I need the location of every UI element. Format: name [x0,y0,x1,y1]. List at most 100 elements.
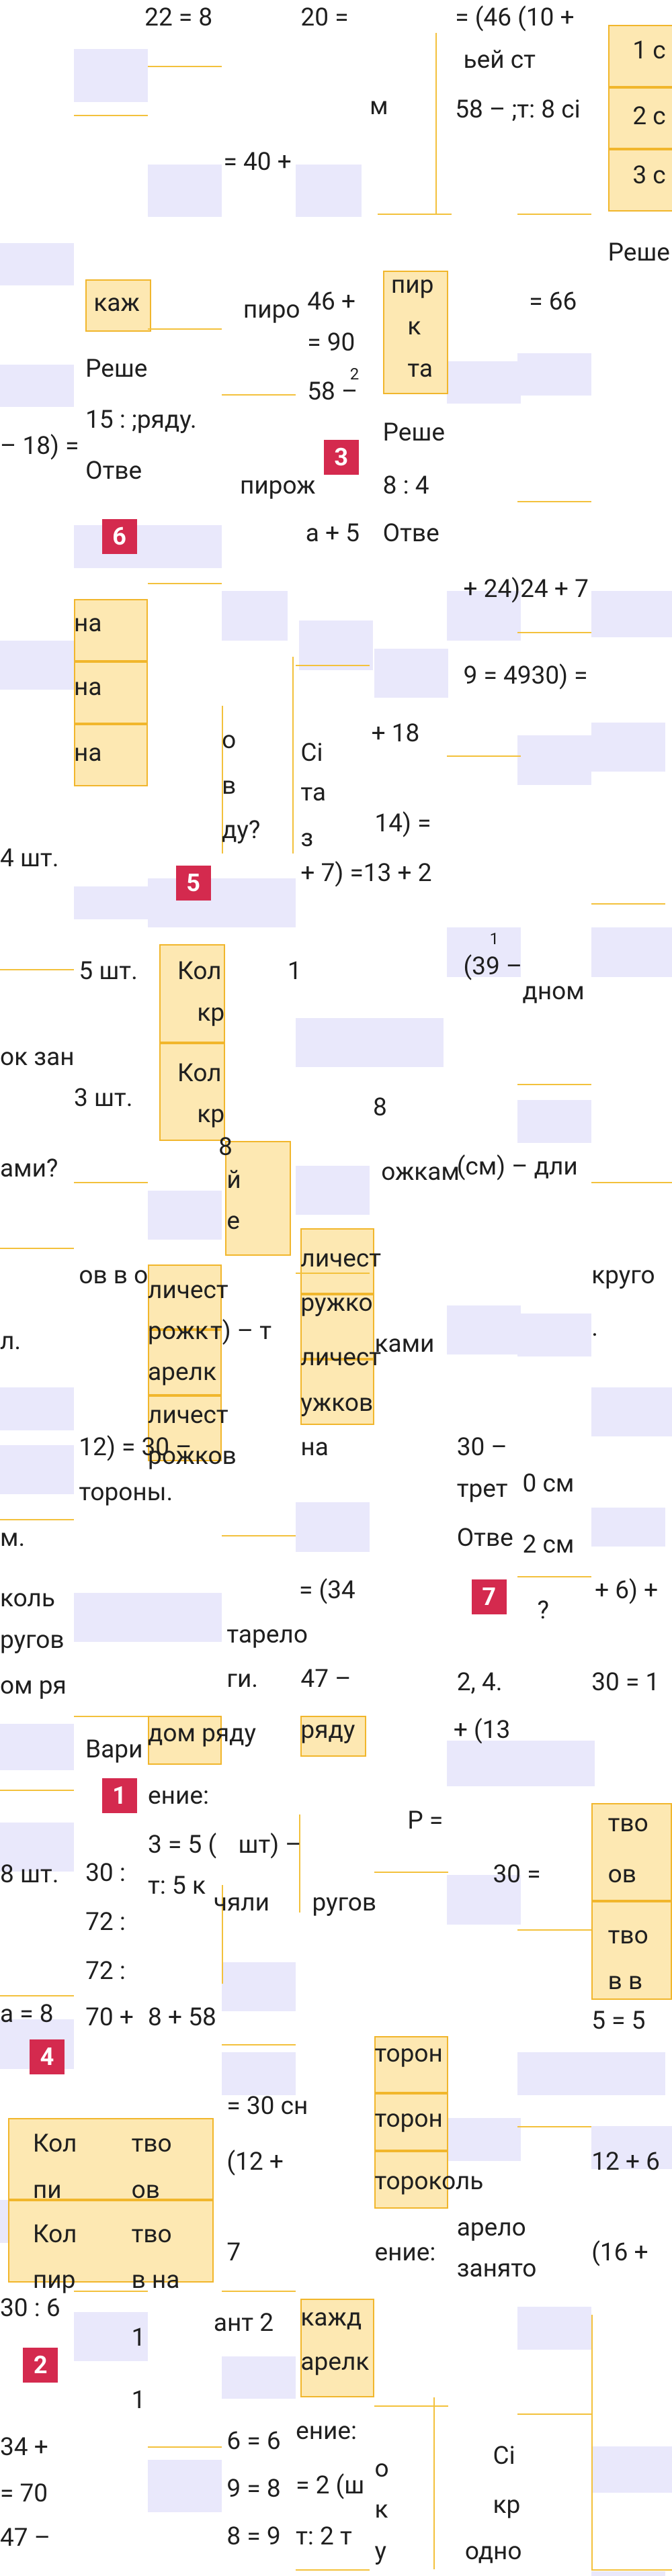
text-fragment: личест [148,1275,228,1305]
text-fragment: ок зан [0,1042,75,1072]
task-number-badge: 2 [23,2348,58,2383]
text-fragment: ругов [312,1888,377,1917]
text-fragment: ение: [374,2238,436,2267]
text-fragment: пир [32,2266,76,2295]
placeholder-block [74,525,222,568]
table-cell [148,1716,222,1765]
guide-line [378,213,452,215]
text-fragment: тороколь [374,2167,484,2197]
placeholder-block [447,927,521,977]
text-fragment: 30 = 1 [591,1668,660,1698]
guide-line [74,1182,149,1184]
text-fragment: та [300,778,327,807]
placeholder-block [517,2052,666,2095]
text-fragment: 70 + [85,2003,134,2032]
text-fragment: на [74,739,102,768]
guide-line [74,115,149,117]
placeholder-block [591,927,672,977]
placeholder-block [591,2126,672,2169]
text-fragment: Кол [177,957,222,986]
text-fragment: пирож [239,471,316,500]
text-fragment: тороны. [79,1477,173,1507]
text-fragment: Отве [85,456,142,486]
placeholder-block [0,1724,75,1770]
text-fragment: кр [197,1100,225,1130]
placeholder-block [591,1387,672,1437]
guide-line [148,582,222,584]
text-fragment: 2 [349,364,360,383]
text-fragment: (12 + [226,2148,284,2177]
text-fragment: Реше [607,238,670,267]
placeholder-block [222,2356,296,2399]
text-fragment: а + 5 [305,518,360,548]
text-fragment: 8 шт. [0,1860,59,1890]
placeholder-block [517,1314,592,1356]
table-cell [300,1228,375,1294]
guide-line [296,665,370,667]
table-cell [374,2150,449,2209]
text-fragment: + 7) =13 + 2 [300,858,432,888]
text-fragment: ьей ст [463,46,536,75]
text-fragment: 3 с [632,160,666,190]
text-fragment: Сі [300,739,323,768]
placeholder-block [447,591,521,641]
text-fragment: к [407,312,421,341]
text-fragment: ант 2 [213,2308,274,2338]
table-cell [382,271,449,394]
placeholder-block [0,242,75,286]
guide-line [296,2569,370,2571]
text-fragment: тво [131,2129,172,2159]
text-fragment: личест [300,1244,382,1274]
text-fragment: 46 + [307,287,355,316]
table-cell [374,2035,449,2094]
table-cell [591,1802,672,1902]
placeholder-block [447,361,521,404]
task-number-badge: 5 [175,865,211,901]
guide-line [148,65,222,67]
table-cell [74,599,149,662]
text-fragment: в на [131,2266,180,2295]
placeholder-block [296,1165,370,1215]
text-fragment: арело [456,2213,526,2242]
text-fragment: ение: [148,1781,209,1810]
text-fragment: 8 [218,1133,233,1162]
placeholder-block [148,164,222,217]
text-fragment: 3 шт. [74,1083,133,1113]
placeholder-block [517,2307,592,2350]
text-fragment: Кол [177,1059,222,1089]
text-fragment: круго [591,1260,655,1290]
text-fragment: тво [607,1809,648,1839]
table-cell [148,1330,222,1396]
guide-line [148,328,222,330]
text-fragment: у [374,2536,386,2566]
text-fragment: кр [197,998,225,1027]
placeholder-block [74,2311,149,2361]
guide-line [292,657,294,854]
text-fragment: арелк [148,1358,216,1387]
text-fragment: = (34 [298,1576,355,1606]
text-fragment: Р = [407,1806,444,1835]
text-fragment: ов [607,1860,636,1890]
text-fragment: Отве [456,1523,513,1553]
guide-line [517,2126,592,2128]
text-fragment: ожкам [381,1157,460,1187]
text-fragment: 1 [287,957,302,986]
text-fragment: ками [374,1330,435,1359]
placeholder-block [517,1100,592,1143]
text-fragment: Реше [382,418,445,448]
table-cell [300,1293,375,1360]
text-fragment: 47 – [300,1665,351,1694]
text-fragment: 14) = [374,809,431,839]
text-fragment: на [300,1433,329,1463]
text-fragment: на [74,609,102,639]
text-fragment: 2, 4. [456,1668,503,1698]
text-fragment: л. [0,1326,22,1356]
text-fragment: 1 [131,2323,146,2352]
text-fragment: + (13 [453,1716,511,1745]
text-fragment: 12) = 30 – [79,1433,192,1463]
guide-line [74,2290,149,2292]
table-cell [300,1359,375,1426]
text-fragment: кр [493,2491,521,2520]
guide-line [374,1872,449,1874]
